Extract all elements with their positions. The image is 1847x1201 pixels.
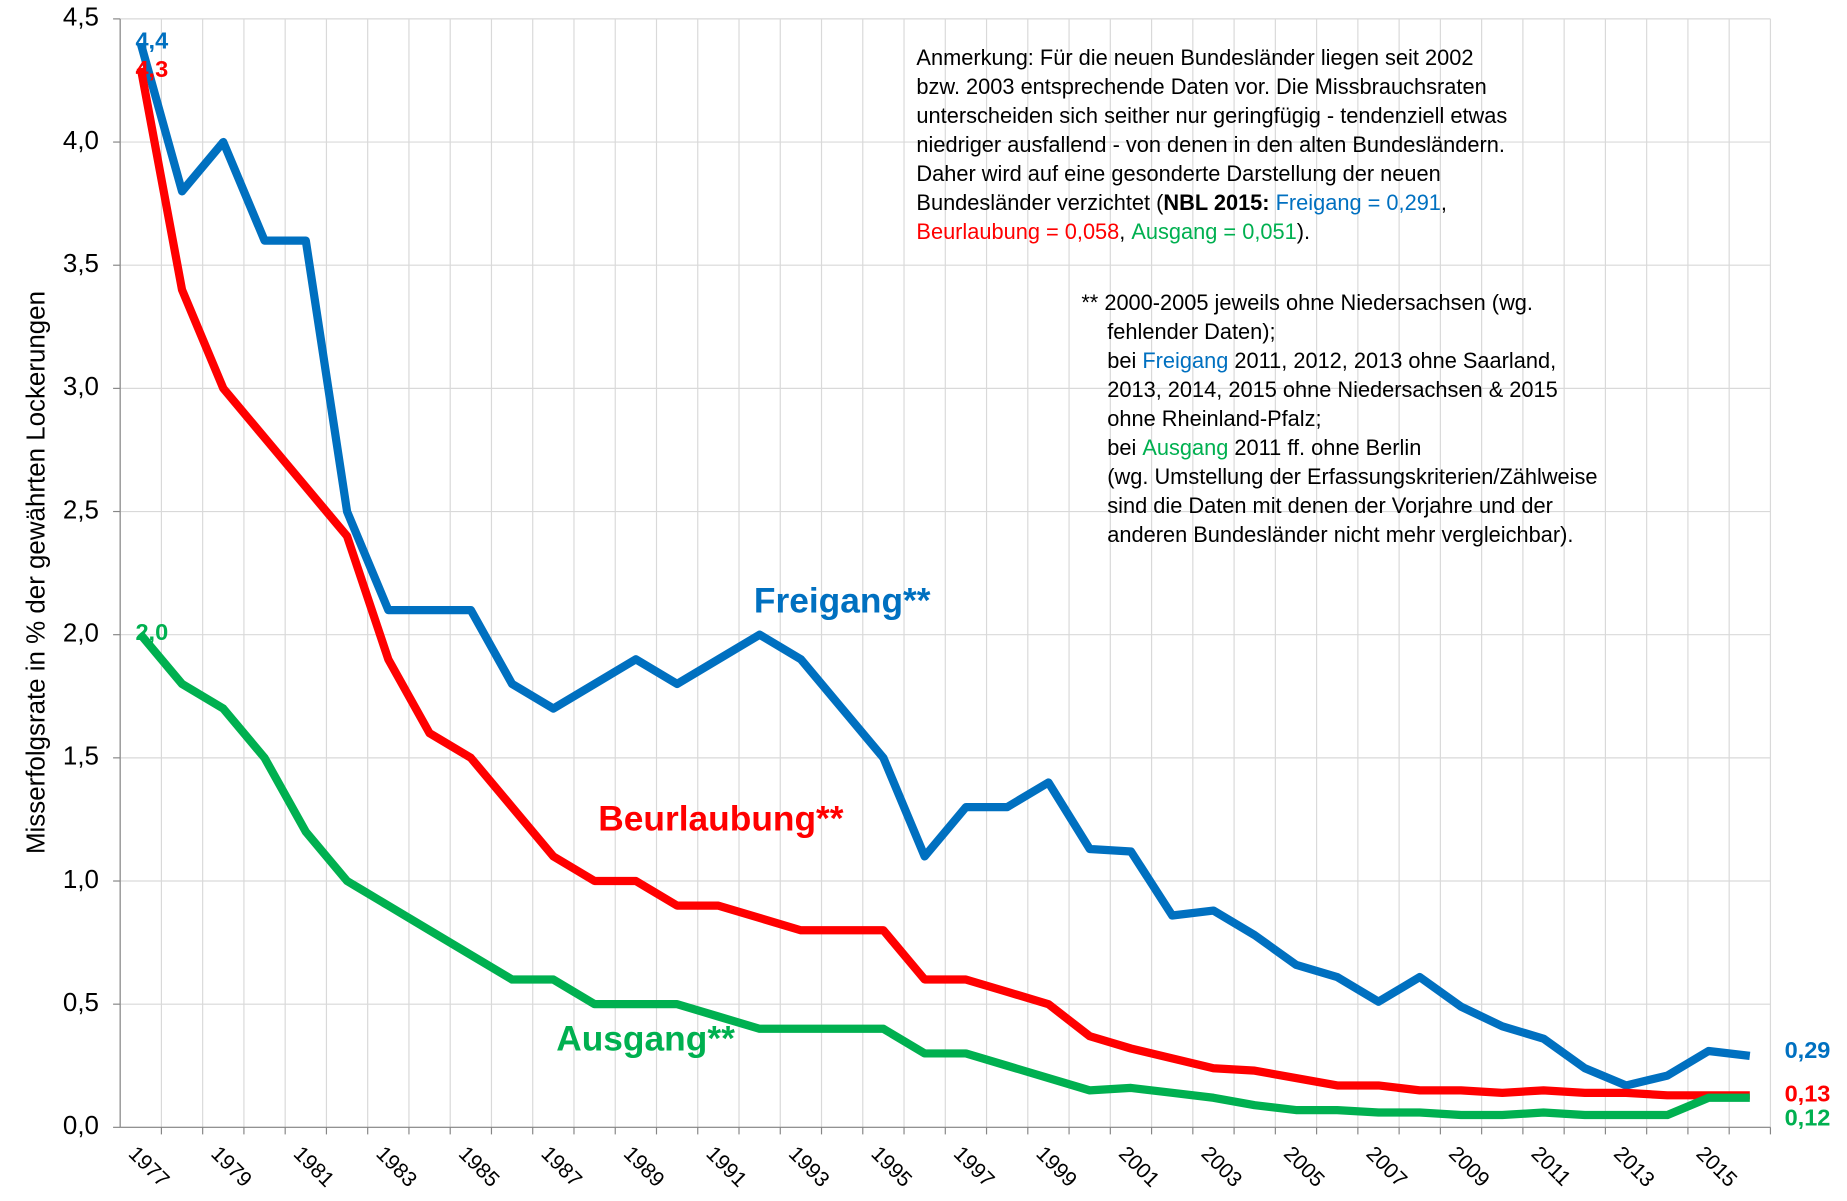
data-label: 4,3 <box>135 56 168 82</box>
note-line: bzw. 2003 entsprechende Daten vor. Die M… <box>916 74 1486 99</box>
y-tick-label: 1,5 <box>63 743 99 771</box>
note-text: Ausgang = 0,051 <box>1131 219 1296 244</box>
note-text: unterscheiden sich seither nur geringfüg… <box>916 103 1507 128</box>
note-line: bei Ausgang 2011 ff. ohne Berlin <box>1107 435 1421 460</box>
note-text: 2013, 2014, 2015 ohne Niedersachsen & 20… <box>1107 377 1558 402</box>
note-line: ** 2000-2005 jeweils ohne Niedersachsen … <box>1081 290 1533 315</box>
note-text: niedriger ausfallend - von denen in den … <box>916 132 1505 157</box>
note-line: Bundesländer verzichtet (NBL 2015: Freig… <box>916 190 1447 215</box>
data-label: 4,4 <box>135 28 168 54</box>
note-text: (wg. Umstellung der Erfassungskriterien/… <box>1107 464 1597 489</box>
y-tick-label: 2,0 <box>63 620 99 648</box>
y-tick-label: 2,5 <box>63 496 99 524</box>
note-text: NBL 2015: <box>1163 190 1269 215</box>
note-text: Ausgang <box>1142 435 1228 460</box>
series-label: Ausgang** <box>556 1020 735 1059</box>
note-text: , <box>1119 219 1131 244</box>
note-text: anderen Bundesländer nicht mehr vergleic… <box>1107 522 1573 547</box>
note-text: ). <box>1297 219 1310 244</box>
series-label: Freigang** <box>754 581 931 620</box>
note-line: Anmerkung: Für die neuen Bundesländer li… <box>916 45 1473 70</box>
note-text: ** 2000-2005 jeweils ohne Niedersachsen … <box>1081 290 1533 315</box>
note-text: 2011 ff. ohne Berlin <box>1228 435 1421 460</box>
y-tick-label: 4,5 <box>63 4 99 32</box>
note-text: fehlender Daten); <box>1107 319 1275 344</box>
data-label: 2,0 <box>135 619 168 645</box>
note-line: Daher wird auf eine gesonderte Darstellu… <box>916 161 1440 186</box>
note-line: 2013, 2014, 2015 ohne Niedersachsen & 20… <box>1107 377 1558 402</box>
note-line: unterscheiden sich seither nur geringfüg… <box>916 103 1507 128</box>
note-line: fehlender Daten); <box>1107 319 1275 344</box>
note-text: ohne Rheinland-Pfalz; <box>1107 406 1321 431</box>
note-line: sind die Daten mit denen der Vorjahre un… <box>1107 493 1553 518</box>
note-text: Bundesländer verzichtet ( <box>916 190 1164 215</box>
note-line: anderen Bundesländer nicht mehr vergleic… <box>1107 522 1573 547</box>
note-line: niedriger ausfallend - von denen in den … <box>916 132 1505 157</box>
series-label: Beurlaubung** <box>598 799 844 838</box>
series-line <box>136 67 1750 1100</box>
note-text: bei <box>1107 348 1142 373</box>
y-axis-title: Misserfolgsrate in % der gewährten Locke… <box>23 291 51 854</box>
y-tick-label: 3,0 <box>63 373 99 401</box>
note-text: Freigang = 0,291 <box>1276 190 1441 215</box>
y-tick-label: 0,0 <box>63 1112 99 1140</box>
note-text: bei <box>1107 435 1142 460</box>
data-label: 0,13 <box>1785 1081 1831 1107</box>
note-text: Freigang <box>1142 348 1228 373</box>
note-text: Beurlaubung = 0,058 <box>916 219 1119 244</box>
note-text: , <box>1441 190 1447 215</box>
note-text: sind die Daten mit denen der Vorjahre un… <box>1107 493 1553 518</box>
y-tick-label: 4,0 <box>63 127 99 155</box>
y-tick-label: 0,5 <box>63 989 99 1017</box>
series-line <box>137 632 1750 1120</box>
note-line: bei Freigang 2011, 2012, 2013 ohne Saarl… <box>1107 348 1556 373</box>
note-line: (wg. Umstellung der Erfassungskriterien/… <box>1107 464 1597 489</box>
note-line: Beurlaubung = 0,058, Ausgang = 0,051). <box>916 219 1310 244</box>
note-text: Anmerkung: Für die neuen Bundesländer li… <box>916 45 1473 70</box>
note-text: Daher wird auf eine gesonderte Darstellu… <box>916 161 1440 186</box>
y-tick-label: 3,5 <box>63 250 99 278</box>
note-line: ohne Rheinland-Pfalz; <box>1107 406 1321 431</box>
note-text: 2011, 2012, 2013 ohne Saarland, <box>1228 348 1556 373</box>
y-tick-label: 1,0 <box>63 866 99 894</box>
series-line <box>136 42 1751 1090</box>
note-text: bzw. 2003 entsprechende Daten vor. Die M… <box>916 74 1486 99</box>
data-label: 0,12 <box>1785 1104 1831 1130</box>
data-label: 0,29 <box>1785 1037 1831 1063</box>
